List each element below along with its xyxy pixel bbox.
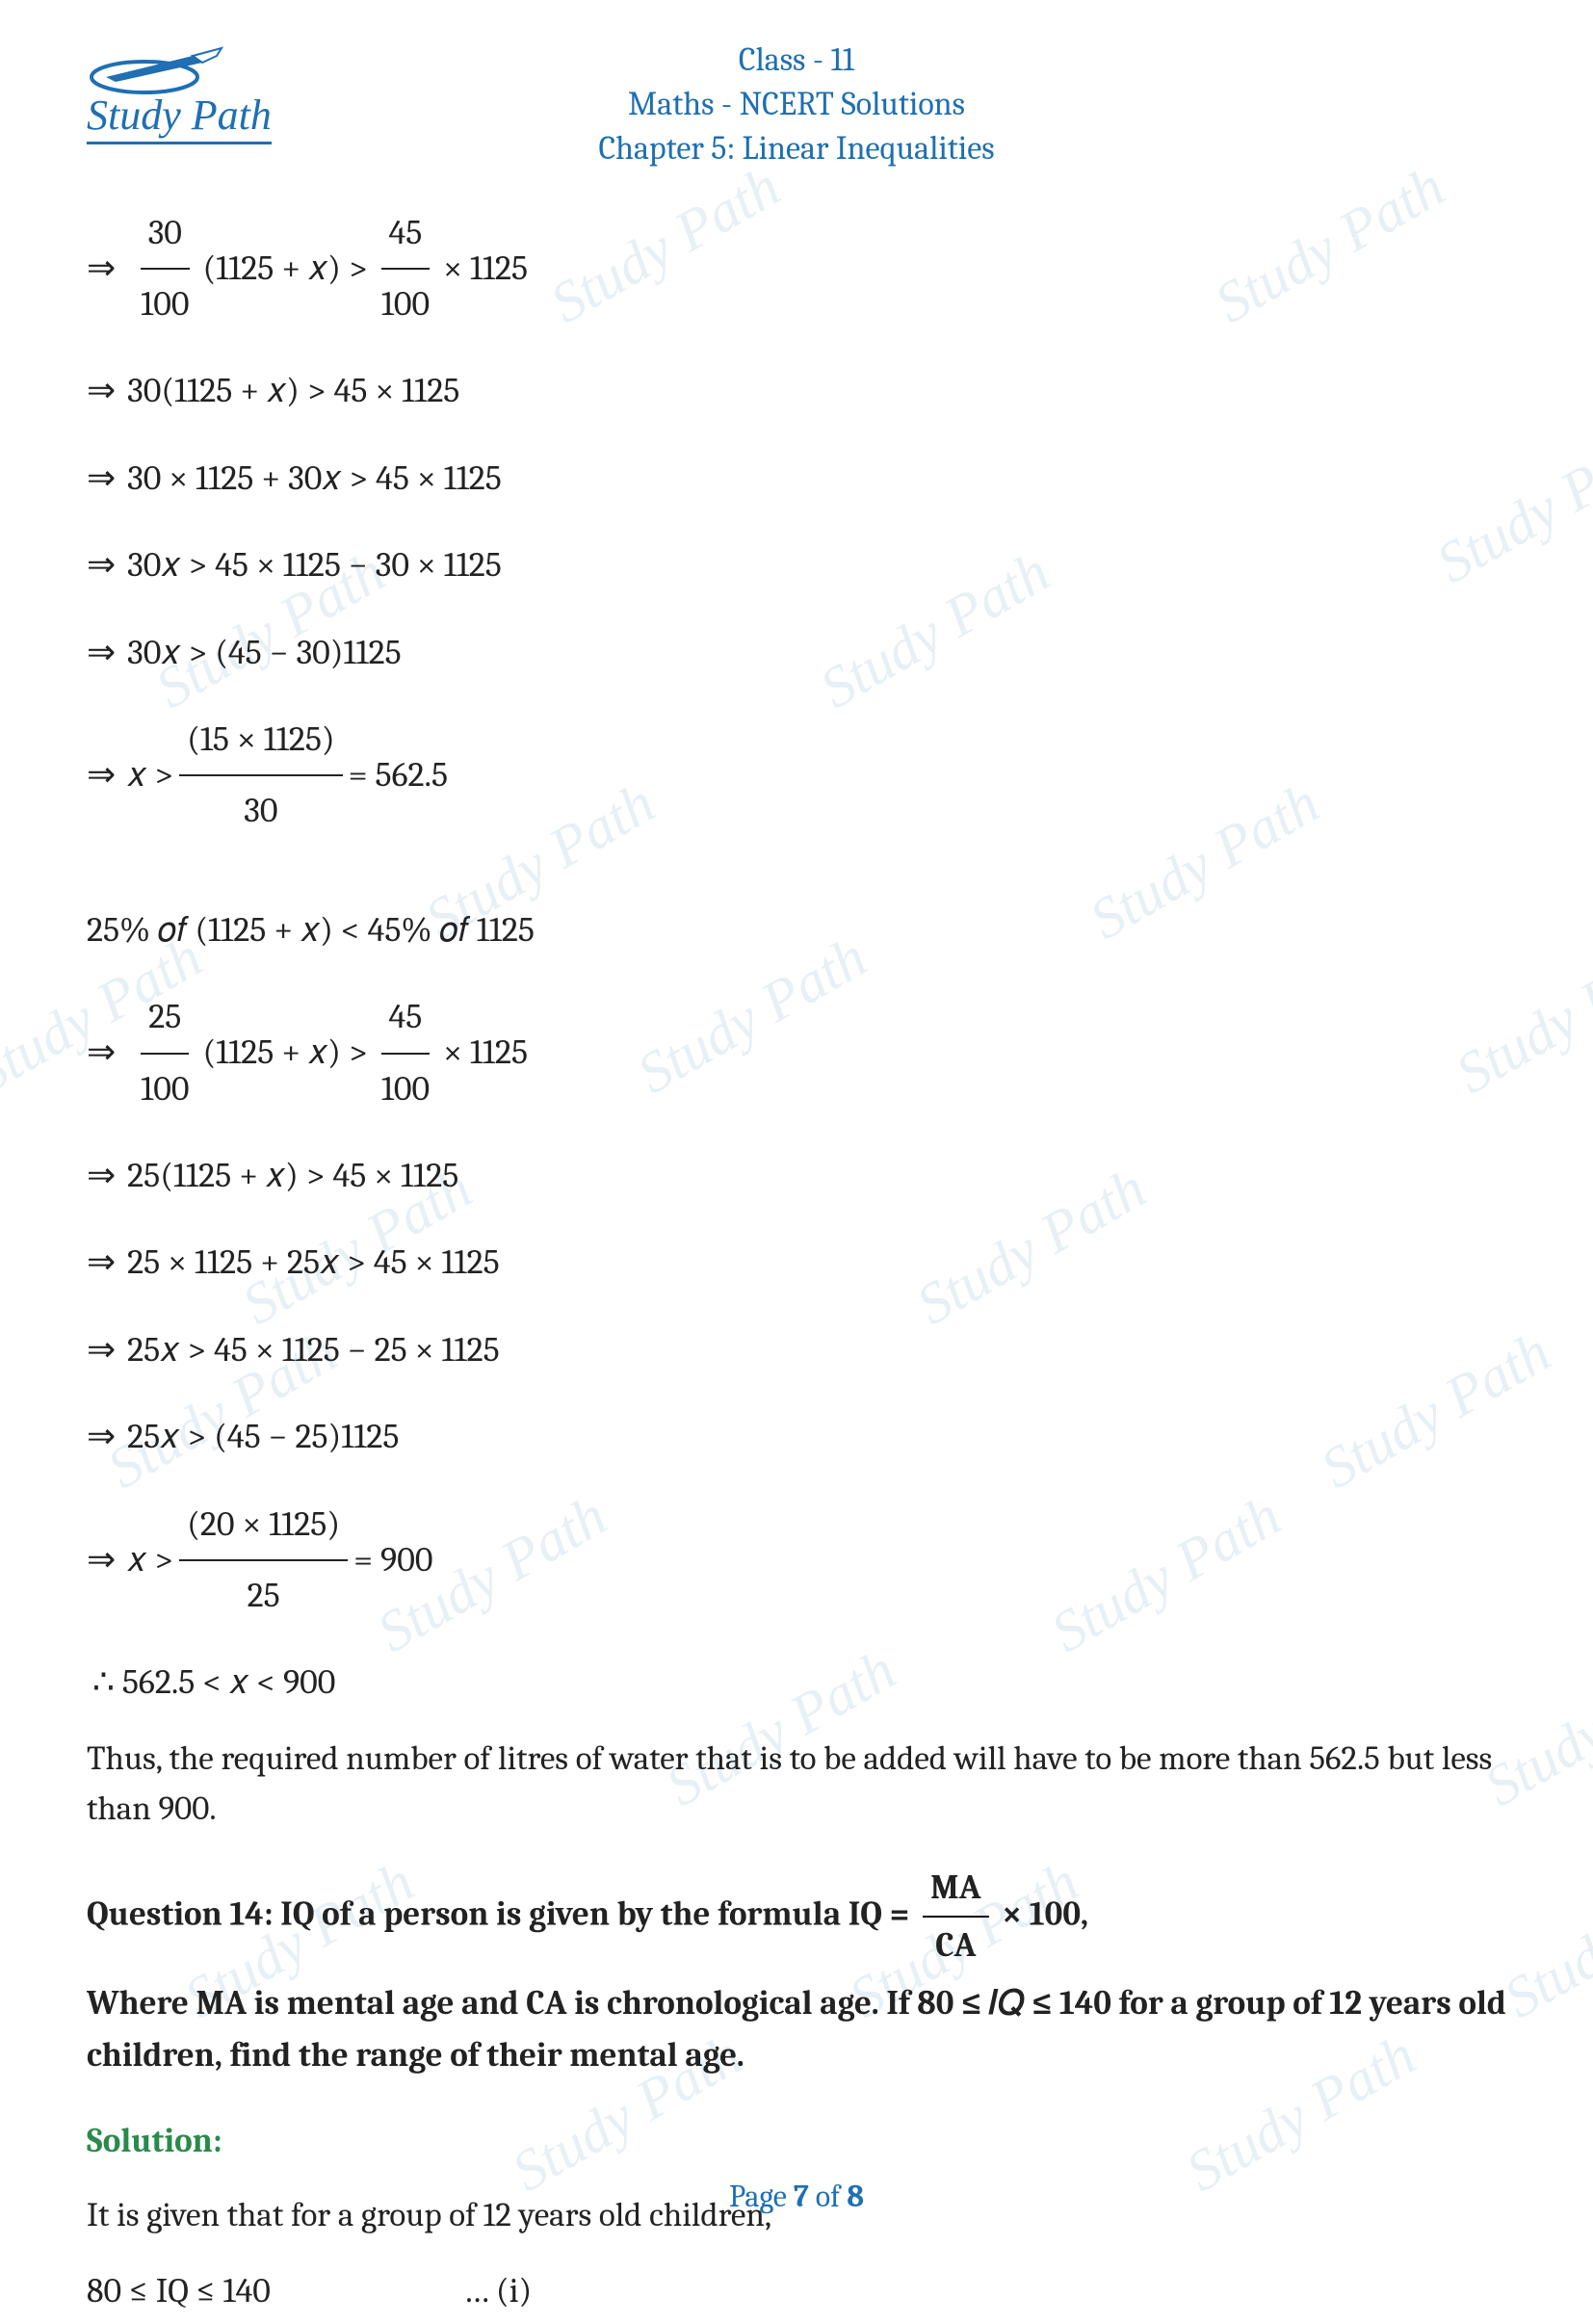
implies-icon: ⇒ [87,1143,116,1209]
equation-4: ⇒ 30𝑥 > 45 × 1125 − 30 × 1125 [87,533,1506,598]
content: ⇒ 30100 (1125 + 𝑥) > 45100 × 1125 ⇒ 30(1… [87,200,1506,2324]
equation-9: ⇒ 25(1125 + 𝑥) > 45 × 1125 [87,1143,1506,1209]
frac-num: (15 × 1125) [179,707,343,776]
eq-text: (1125 + 𝑥) > [202,1020,367,1085]
solution-label: Solution: [87,2109,1506,2174]
implies-icon: ⇒ [87,236,116,301]
frac-den: 30 [236,776,285,844]
logo: Study Path [87,39,279,144]
frac-num: (20 × 1125) [179,1492,348,1561]
equation-13: ⇒ 𝑥 > (20 × 1125)25 = 900 [87,1492,1506,1630]
header-line-1: Class - 11 [87,39,1506,83]
question-text-a: : IQ of a person is given by the formula… [264,1893,910,1933]
logo-text: Study Path [87,91,272,144]
eq-text: = 562.5 [349,743,448,808]
frac-num: 45 [381,984,431,1054]
implies-icon: ⇒ [87,533,116,598]
pen-icon [87,39,250,96]
footer-of: of [809,2179,847,2214]
equation-6: ⇒ 𝑥 > (15 × 1125)30 = 562.5 [87,707,1506,845]
eq-text: 𝑥 > [127,1528,173,1593]
equation-2: ⇒ 30(1125 + 𝑥) > 45 × 1125 [87,358,1506,424]
equation-3: ⇒ 30 × 1125 + 30𝑥 > 45 × 1125 [87,446,1506,511]
page: Study Path Class - 11 Maths - NCERT Solu… [0,0,1593,2253]
eq-text: 25(1125 + 𝑥) > 45 × 1125 [127,1143,458,1209]
implies-icon: ⇒ [87,446,116,511]
question-label: Question 14 [87,1893,264,1933]
eq-text: 30𝑥 > 45 × 1125 − 30 × 1125 [127,533,502,598]
eq-text: 30(1125 + 𝑥) > 45 × 1125 [127,358,459,424]
frac-num: 25 [141,984,189,1054]
implies-icon: ⇒ [87,1528,116,1593]
eq-text: 80 ≤ IQ ≤ 140 [87,2259,271,2324]
eq-text: = 900 [353,1528,432,1593]
footer-prefix: Page [729,2179,794,2214]
equation-12: ⇒ 25𝑥 > (45 − 25)1125 [87,1404,1506,1470]
eq-text: 30𝑥 > (45 − 30)1125 [127,620,402,686]
implies-icon: ⇒ [87,1404,116,1470]
eq-text: ∴ 562.5 < 𝑥 < 900 [92,1650,335,1715]
equation-14: ∴ 562.5 < 𝑥 < 900 [87,1650,1506,1715]
eq-text: 30 × 1125 + 30𝑥 > 45 × 1125 [127,446,502,511]
eq-text: × 1125 [443,236,528,301]
implies-icon: ⇒ [87,1230,116,1295]
implies-icon: ⇒ [87,743,116,808]
page-header: Class - 11 Maths - NCERT Solutions Chapt… [87,39,1506,171]
equation-1: ⇒ 30100 (1125 + 𝑥) > 45100 × 1125 [87,200,1506,338]
header-line-2: Maths - NCERT Solutions [87,83,1506,127]
implies-icon: ⇒ [87,1318,116,1383]
frac-den: 100 [133,1055,196,1122]
eq-text: 25𝑥 > (45 − 25)1125 [127,1404,399,1470]
implies-icon: ⇒ [87,1020,116,1085]
equation-10: ⇒ 25 × 1125 + 25𝑥 > 45 × 1125 [87,1230,1506,1295]
frac-den: 25 [240,1561,288,1629]
frac-den: 100 [374,1055,437,1122]
implies-icon: ⇒ [87,620,116,686]
question-text-c: Where MA is mental age and CA is chronol… [87,1977,1506,2082]
frac-den: 100 [374,270,437,337]
eq-text: 25𝑥 > 45 × 1125 − 25 × 1125 [127,1318,500,1383]
eq-text: 𝑥 > [127,743,173,808]
eq-text: 25% 𝑜𝑓 (1125 + 𝑥) < 45% 𝑜𝑓 1125 [87,898,535,963]
equation-8: ⇒ 25100 (1125 + 𝑥) > 45100 × 1125 [87,984,1506,1122]
frac-num: 45 [381,200,431,270]
equation-5: ⇒ 30𝑥 > (45 − 30)1125 [87,620,1506,686]
frac-num: 30 [141,200,190,270]
frac-den: CA [927,1918,983,1971]
equation-11: ⇒ 25𝑥 > 45 × 1125 − 25 × 1125 [87,1318,1506,1383]
footer-total-pages: 8 [847,2179,864,2214]
eq-text: × 1125 [443,1020,528,1085]
eq-text: 25 × 1125 + 25𝑥 > 45 × 1125 [127,1230,500,1295]
frac-den: 100 [133,270,196,337]
implies-icon: ⇒ [87,358,116,424]
eq-text: (1125 + 𝑥) > [202,236,367,301]
frac-num: MA [923,1862,988,1918]
page-footer: Page 7 of 8 [0,2179,1593,2214]
question-text-b: × 100, [1002,1893,1088,1933]
question-14: Question 14: IQ of a person is given by … [87,1862,1506,2082]
equation-7: 25% 𝑜𝑓 (1125 + 𝑥) < 45% 𝑜𝑓 1125 [87,898,1506,963]
footer-current-page: 7 [794,2179,809,2214]
solution-line-2: 80 ≤ IQ ≤ 140 … (i) [87,2259,1506,2324]
eq-ref: … (i) [463,2259,532,2324]
conclusion-text: Thus, the required number of litres of w… [87,1734,1506,1835]
header-line-3: Chapter 5: Linear Inequalities [87,127,1506,171]
